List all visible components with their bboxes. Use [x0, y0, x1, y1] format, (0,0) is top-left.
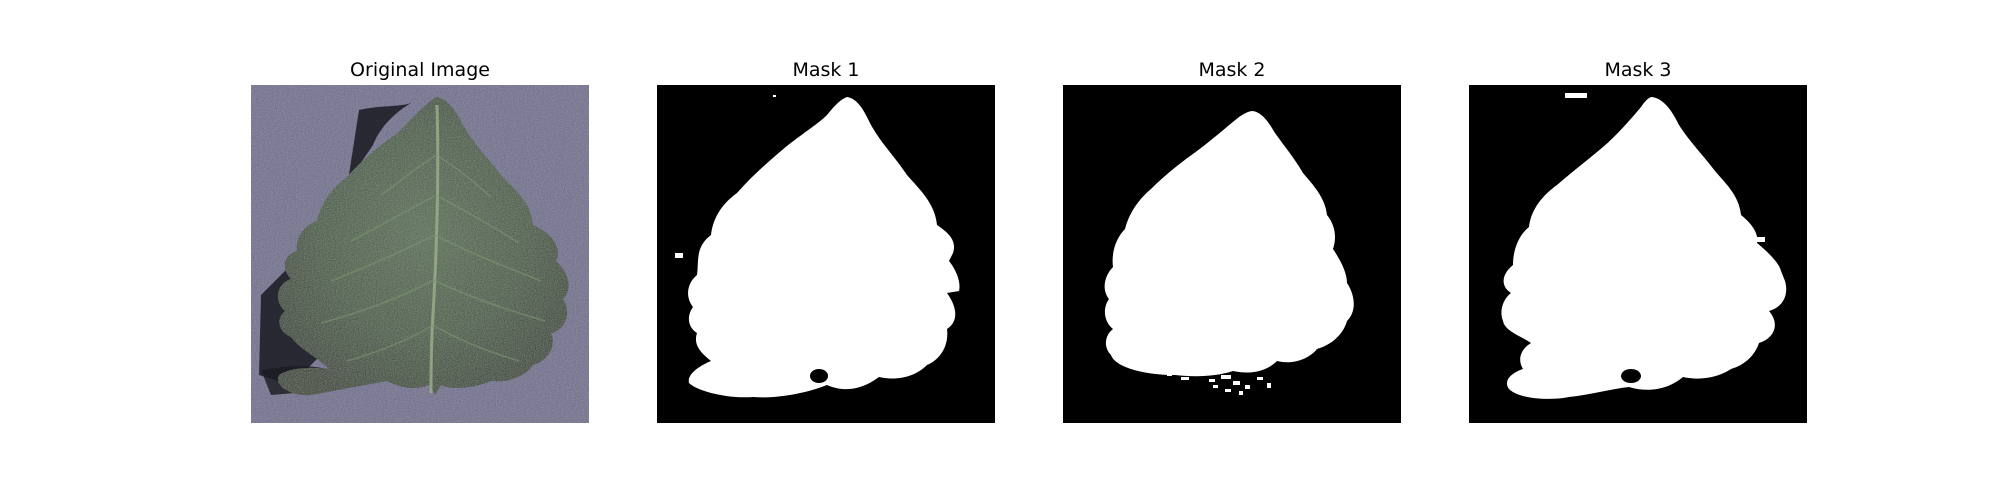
panel-title-mask-3: Mask 3: [1604, 59, 1672, 81]
panel-title-mask-2: Mask 2: [1198, 59, 1266, 81]
panel-title-original: Original Image: [350, 59, 490, 81]
panel-title-mask-1: Mask 1: [792, 59, 860, 81]
mask-1-image: [657, 85, 995, 423]
mask-3-image: [1469, 85, 1807, 423]
mask-2-image: [1063, 85, 1401, 423]
original-leaf-image: [251, 85, 589, 423]
figure-panel-mask-1: Mask 1: [657, 55, 995, 423]
figure-panel-mask-3: Mask 3: [1469, 55, 1807, 423]
figure-panel-mask-2: Mask 2: [1063, 55, 1401, 423]
figure-panel-original: Original Image: [251, 55, 589, 423]
